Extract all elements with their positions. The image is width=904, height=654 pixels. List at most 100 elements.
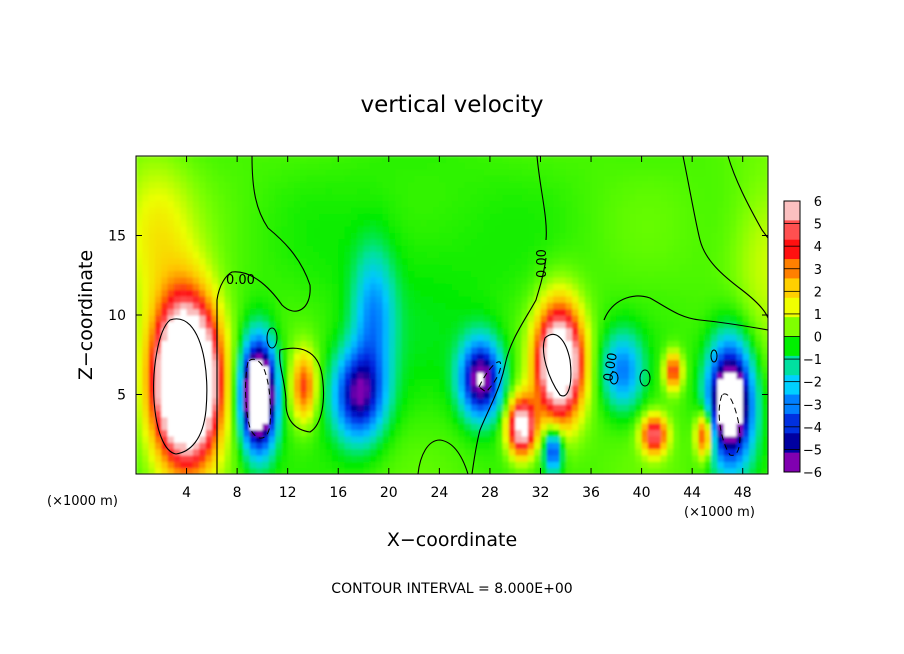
heatmap-cell (685, 340, 693, 348)
heatmap-cell (287, 448, 295, 456)
heatmap-cell (673, 295, 681, 303)
heatmap-cell (136, 270, 143, 278)
heatmap-cell (755, 410, 763, 418)
heatmap-cell (420, 327, 428, 335)
heatmap-cell (262, 442, 270, 450)
heatmap-cell (426, 168, 434, 176)
heatmap-cell (363, 359, 371, 367)
heatmap-cell (489, 423, 497, 431)
heatmap-cell (452, 448, 459, 456)
heatmap-cell (249, 378, 257, 386)
heatmap-cell (224, 276, 232, 284)
heatmap-cell (407, 346, 415, 354)
heatmap-cell (426, 295, 434, 303)
heatmap-cell (452, 334, 459, 342)
heatmap-cell (654, 454, 662, 462)
heatmap-cell (641, 397, 649, 405)
heatmap-cell (477, 181, 485, 189)
heatmap-cell (610, 442, 617, 450)
heatmap-cell (306, 404, 314, 411)
heatmap-cell (439, 327, 447, 335)
heatmap-cell (698, 378, 706, 386)
heatmap-cell (148, 442, 156, 450)
heatmap-cell (489, 378, 497, 386)
heatmap-cell (376, 206, 384, 214)
heatmap-cell (382, 410, 390, 418)
heatmap-cell (161, 232, 169, 240)
heatmap-cell (249, 156, 257, 163)
heatmap-cell (508, 416, 516, 424)
heatmap-cell (199, 213, 207, 221)
heatmap-cell (262, 327, 270, 335)
heatmap-cell (673, 200, 681, 208)
heatmap-cell (452, 461, 459, 469)
heatmap-cell (192, 461, 200, 469)
heatmap-cell (635, 365, 643, 373)
heatmap-cell (388, 245, 396, 252)
heatmap-cell (249, 467, 257, 474)
heatmap-cell (218, 194, 226, 202)
heatmap-cell (363, 270, 371, 278)
heatmap-cell (401, 276, 409, 284)
heatmap-cell (445, 270, 453, 278)
heatmap-cell (218, 442, 226, 450)
heatmap-cell (452, 156, 459, 163)
heatmap-cell (426, 327, 434, 335)
heatmap-cell (597, 435, 605, 443)
heatmap-cell (502, 187, 510, 195)
heatmap-cell (287, 435, 295, 443)
heatmap-cell (591, 232, 598, 240)
heatmap-cell (281, 378, 289, 386)
heatmap-cell (192, 264, 200, 272)
heatmap-cell (369, 423, 377, 431)
heatmap-cell (477, 264, 485, 272)
heatmap-cell (199, 283, 207, 291)
heatmap-cell (388, 251, 396, 259)
heatmap-cell (685, 454, 693, 462)
heatmap-cell (666, 397, 674, 405)
heatmap-cell (414, 168, 421, 176)
heatmap-cell (458, 194, 466, 202)
heatmap-cell (148, 156, 156, 163)
heatmap-cell (230, 340, 238, 348)
heatmap-cell (142, 448, 150, 456)
heatmap-cell (167, 270, 175, 278)
heatmap-cell (761, 404, 768, 411)
heatmap-cell (173, 410, 181, 418)
heatmap-cell (433, 384, 440, 392)
heatmap-cell (527, 365, 535, 373)
heatmap-cell (692, 238, 700, 246)
heatmap-cell (211, 384, 219, 392)
heatmap-cell (610, 378, 617, 386)
heatmap-cell (521, 308, 529, 316)
heatmap-cell (344, 295, 352, 303)
heatmap-cell (433, 225, 440, 233)
heatmap-cell (420, 257, 428, 265)
heatmap-cell (508, 467, 516, 474)
heatmap-cell (489, 187, 497, 195)
heatmap-cell (350, 175, 358, 183)
heatmap-cell (369, 302, 377, 310)
heatmap-cell (161, 276, 169, 284)
heatmap-cell (565, 321, 573, 329)
heatmap-cell (230, 206, 238, 214)
heatmap-cell (603, 308, 611, 316)
heatmap-cell (312, 276, 320, 284)
heatmap-cell (698, 194, 706, 202)
heatmap-cell (458, 162, 466, 170)
heatmap-cell (641, 187, 649, 195)
heatmap-cell (521, 225, 529, 233)
heatmap-cell (199, 353, 207, 361)
heatmap-cell (654, 384, 662, 392)
heatmap-cell (180, 353, 188, 361)
heatmap-cell (470, 245, 478, 252)
heatmap-cell (294, 156, 301, 163)
heatmap-cell (654, 181, 662, 189)
heatmap-cell (698, 264, 706, 272)
heatmap-cell (433, 264, 440, 272)
heatmap-cell (660, 384, 668, 392)
heatmap-cell (622, 461, 630, 469)
heatmap-cell (704, 442, 712, 450)
heatmap-cell (553, 397, 561, 405)
heatmap-cell (610, 156, 617, 163)
